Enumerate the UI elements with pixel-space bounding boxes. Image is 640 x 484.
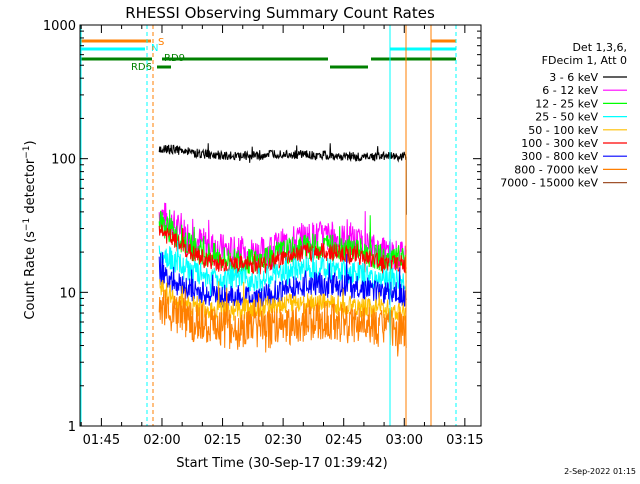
- legend-entry-label: 50 - 100 keV: [528, 124, 598, 137]
- series-line: [158, 224, 407, 279]
- flag-label: S: [158, 37, 164, 48]
- legend-entry-label: 12 - 25 keV: [535, 97, 598, 110]
- axes: 1 10 100 1000 01:45 02:00 02:15 02:30 02:45 03:00…: [43, 19, 484, 448]
- y-tick-label: 10: [59, 286, 76, 301]
- legend-entry-label: 6 - 12 keV: [542, 84, 598, 97]
- y-axis-label-part: Count Rate (s: [23, 231, 38, 320]
- series-lines: [158, 143, 407, 357]
- series-line: [158, 209, 407, 280]
- legend-entry-label: 100 - 300 keV: [521, 137, 598, 150]
- x-tick-label: 03:15: [446, 433, 483, 448]
- x-tick-label: 02:00: [143, 433, 180, 448]
- x-axis-label: Start Time (30-Sep-17 01:39:42): [176, 456, 387, 471]
- y-axis-label-part: detector: [23, 158, 38, 218]
- y-axis-label-part: ): [23, 140, 38, 145]
- y-tick-label: 1: [68, 420, 76, 435]
- x-tick-label: 02:45: [325, 433, 362, 448]
- legend-entry-label: 25 - 50 keV: [535, 111, 598, 124]
- series-line: [158, 252, 407, 309]
- y-tick-label: 100: [51, 153, 76, 168]
- series-line: [158, 143, 407, 215]
- flag-label: RD9: [164, 53, 185, 64]
- flag-label: RD6: [131, 62, 152, 73]
- legend-entry-label: 800 - 7000 keV: [514, 163, 598, 176]
- footer-timestamp: 2-Sep-2022 01:15: [564, 467, 636, 476]
- chart-title: RHESSI Observing Summary Count Rates: [125, 4, 435, 22]
- x-tick-label: 02:30: [264, 433, 301, 448]
- y-tick-label: 1000: [43, 19, 76, 34]
- legend-header-line-1: Det 1,3,6,: [572, 41, 627, 54]
- series-line: [158, 202, 407, 272]
- flag-label: N: [151, 43, 158, 54]
- legend-entry-label: 300 - 800 keV: [521, 150, 598, 163]
- plot-frame: [79, 24, 482, 427]
- y-axis-label-part: −1: [22, 218, 32, 231]
- marker-lines: [80, 25, 457, 426]
- x-tick-label: 01:45: [83, 433, 120, 448]
- y-axis-label: Count Rate (s−1 detector−1): [22, 140, 38, 319]
- legend-entry-label: 7000 - 15000 keV: [500, 177, 598, 190]
- flag-bars: SN RD9 RD6: [81, 37, 456, 73]
- series-line: [158, 287, 407, 357]
- series-line: [159, 279, 407, 321]
- legend-header-line-2: FDecim 1, Att 0: [542, 54, 627, 67]
- legend-entry-label: 3 - 6 keV: [549, 71, 598, 84]
- x-tick-label: 03:00: [386, 433, 423, 448]
- x-tick-label: 02:15: [204, 433, 241, 448]
- y-axis-label-part: −1: [22, 145, 32, 158]
